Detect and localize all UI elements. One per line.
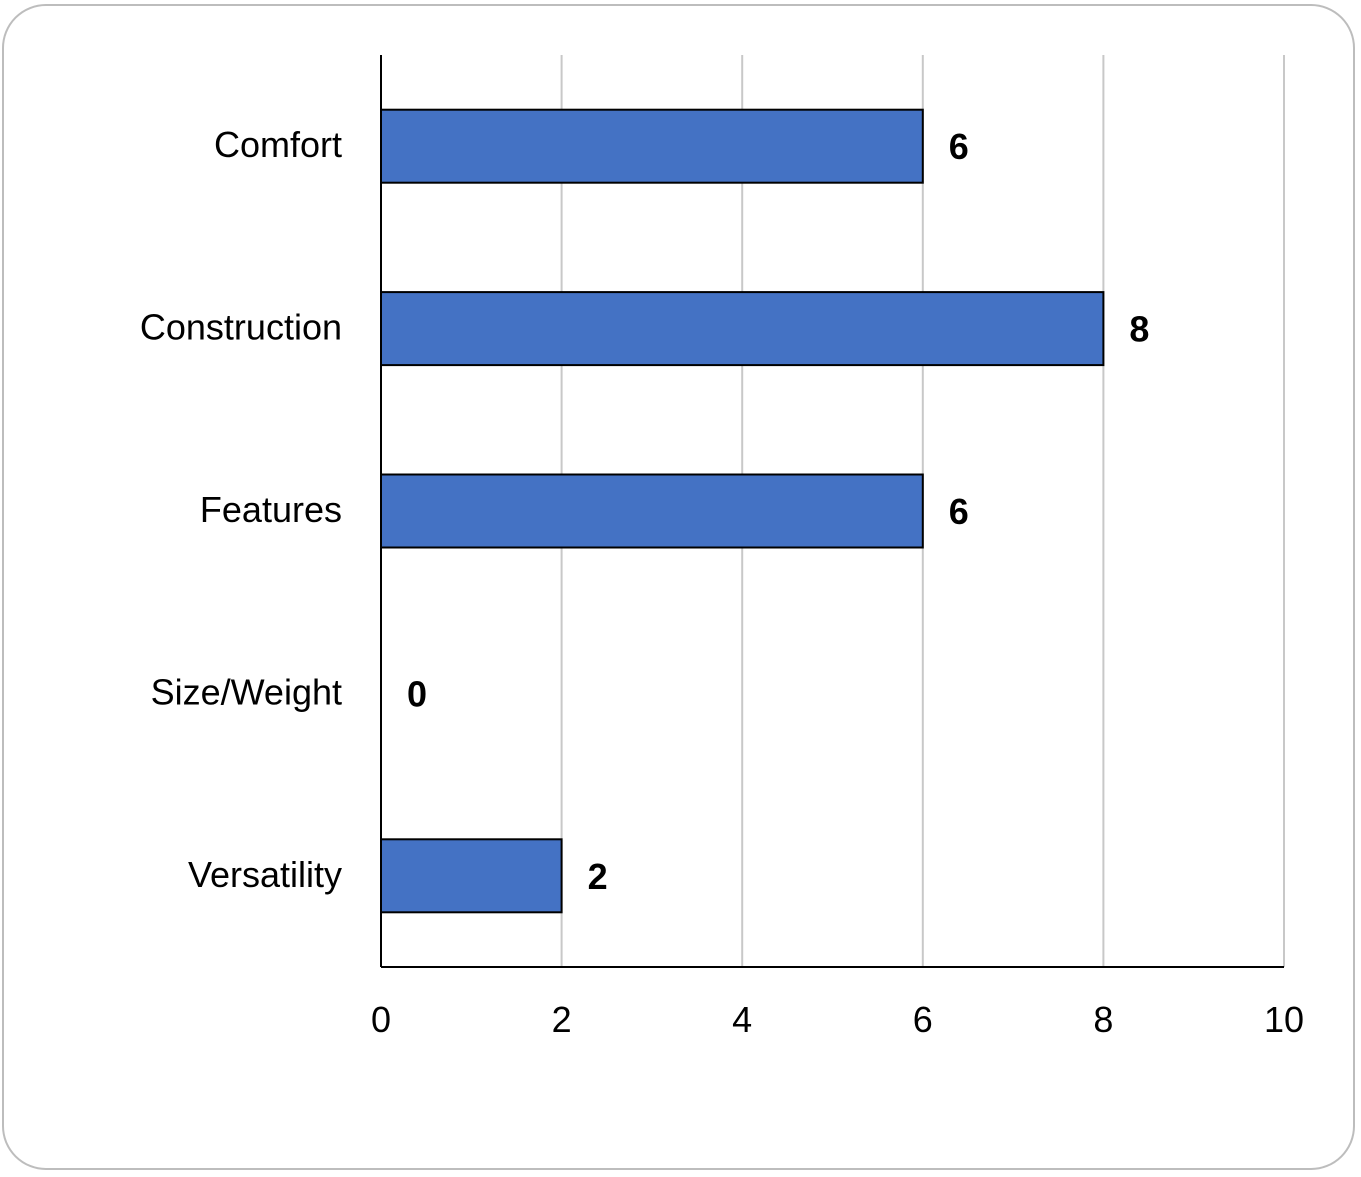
labels: 6 Comfort 8 Construction 6 Features 0 Size/Weig…: [140, 124, 1304, 1040]
category-label-versatility: Versatility: [188, 854, 342, 895]
data-label-construction: 8: [1129, 309, 1149, 350]
x-tick-label-2: 2: [552, 999, 572, 1040]
category-label-comfort: Comfort: [214, 124, 342, 165]
data-label-size-weight: 0: [407, 673, 427, 714]
bar-versatility: [380, 838, 563, 914]
axes: [380, 55, 1284, 968]
x-tick-label-4: 4: [732, 999, 752, 1040]
bar-construction: [380, 291, 1105, 367]
data-label-comfort: 6: [949, 126, 969, 167]
chart-frame: [2, 4, 1355, 1170]
category-label-size-weight: Size/Weight: [151, 671, 342, 712]
bar-comfort: [380, 108, 924, 184]
bar-features: [380, 473, 924, 549]
x-tick-label-8: 8: [1093, 999, 1113, 1040]
x-tick-label-0: 0: [371, 999, 391, 1040]
data-label-versatility: 2: [588, 856, 608, 897]
category-label-construction: Construction: [140, 307, 342, 348]
x-tick-label-6: 6: [913, 999, 933, 1040]
data-label-features: 6: [949, 491, 969, 532]
category-label-features: Features: [200, 489, 342, 530]
x-tick-label-10: 10: [1264, 999, 1304, 1040]
